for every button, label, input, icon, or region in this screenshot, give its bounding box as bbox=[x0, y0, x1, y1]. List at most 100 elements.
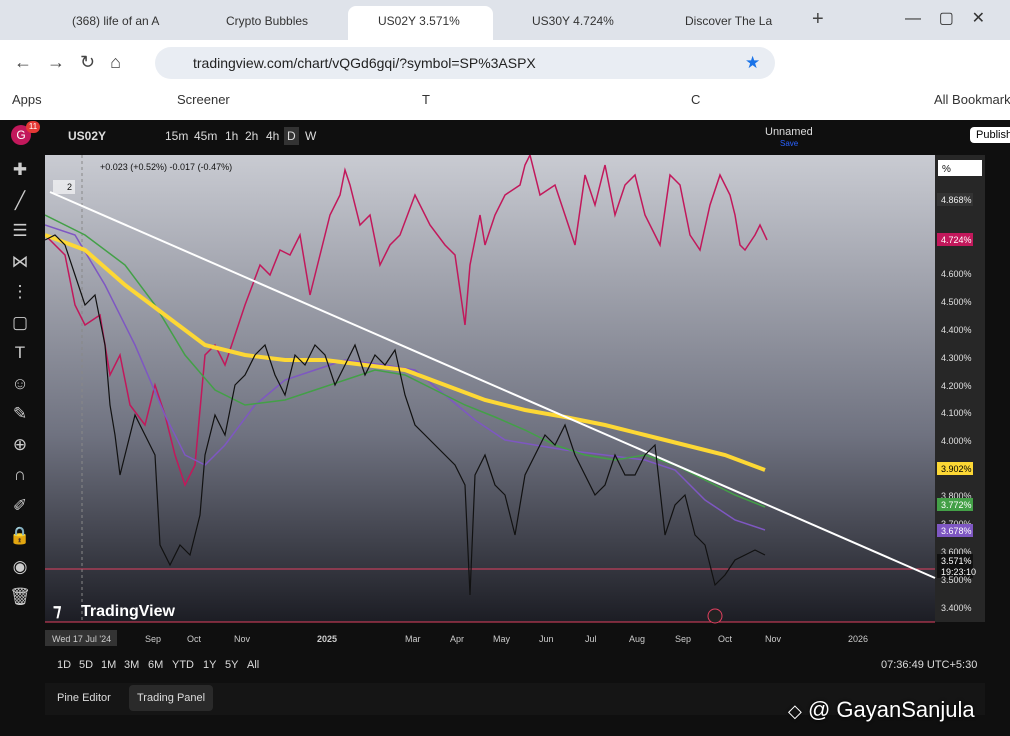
tab[interactable]: US30Y 4.724% bbox=[502, 6, 647, 36]
chart: +0.023 (+0.52%) -0.017 (-0.47%) 2 % 4.86… bbox=[45, 155, 985, 650]
time-label: Sep bbox=[145, 634, 161, 644]
bookmark[interactable]: T bbox=[422, 92, 430, 107]
interval[interactable]: 4h bbox=[266, 129, 280, 143]
ma-yellow bbox=[45, 233, 766, 472]
range-button[interactable]: YTD bbox=[172, 659, 194, 671]
interval[interactable]: 2h bbox=[245, 129, 259, 143]
bookmark-label: Apps bbox=[12, 92, 42, 107]
price-badge bbox=[937, 554, 973, 567]
logo-text: TradingView bbox=[81, 603, 176, 620]
range-button[interactable]: 5Y bbox=[225, 659, 239, 671]
price-label: 4.400% bbox=[941, 325, 972, 335]
price-label: 4.200% bbox=[941, 381, 972, 391]
price-badge bbox=[937, 565, 973, 578]
time-axis bbox=[45, 625, 985, 650]
range-button[interactable]: All bbox=[247, 659, 260, 671]
new-tab[interactable]: + bbox=[812, 8, 824, 30]
interval[interactable]: 15m bbox=[165, 129, 189, 143]
tab[interactable]: Discover The La bbox=[655, 6, 800, 36]
clock: 07:36:49 UTC+5:30 bbox=[881, 659, 978, 671]
price-label: 3.571% bbox=[941, 556, 972, 566]
tab[interactable]: Crypto Bubbles bbox=[196, 6, 346, 36]
nav-buttons[interactable]: ← → ↻ ⌂ bbox=[14, 52, 121, 72]
bookmark-label: C bbox=[691, 92, 701, 107]
publish[interactable]: Publish bbox=[970, 127, 1010, 143]
range-button[interactable]: 3M bbox=[124, 659, 140, 671]
time-label: May bbox=[493, 634, 511, 644]
star[interactable]: ★ bbox=[745, 53, 761, 72]
time-label: Oct bbox=[718, 634, 733, 644]
interval-active[interactable]: D bbox=[284, 127, 299, 145]
panel-tab[interactable]: Pine Editor bbox=[57, 692, 111, 704]
time-label: 2025 bbox=[317, 634, 337, 644]
time-label: Nov bbox=[765, 634, 782, 644]
bookmark[interactable]: Apps bbox=[12, 92, 42, 107]
bookmark[interactable]: Screener bbox=[177, 92, 230, 107]
ma-green bbox=[45, 214, 766, 508]
omnibox[interactable] bbox=[155, 47, 775, 79]
legend: +0.023 (+0.52%) -0.017 (-0.47%) bbox=[100, 162, 232, 172]
interval[interactable]: 1h bbox=[225, 129, 239, 143]
bookmark-label: Screener bbox=[177, 92, 230, 107]
price-badge bbox=[937, 233, 973, 246]
tab-strip bbox=[0, 0, 1010, 40]
price-candles bbox=[45, 234, 766, 596]
price-label: 4.000% bbox=[941, 436, 972, 446]
trendline bbox=[49, 191, 936, 579]
panel-tab-active[interactable]: Trading Panel bbox=[129, 685, 214, 711]
window-controls[interactable]: — ▢ ✕ bbox=[905, 10, 986, 27]
date-badge bbox=[45, 630, 117, 646]
time-label: Wed 17 Jul '24 bbox=[52, 634, 111, 644]
bookmark[interactable]: C bbox=[691, 92, 700, 107]
price-label: 3.400% bbox=[941, 603, 972, 613]
price-label: 3.772% bbox=[941, 500, 972, 510]
time-label: Mar bbox=[405, 634, 421, 644]
price-label: 3.600% bbox=[941, 547, 972, 557]
tab-title: US02Y 3.571% bbox=[378, 14, 460, 28]
range-button[interactable]: 1Y bbox=[203, 659, 217, 671]
price-label: 3.678% bbox=[941, 526, 972, 536]
range-button[interactable]: 5D bbox=[79, 659, 94, 671]
price-badge bbox=[937, 193, 973, 206]
scale-unit-box[interactable] bbox=[938, 160, 982, 176]
price-label: 19:23:10 bbox=[941, 567, 976, 577]
tab[interactable]: (368) life of an A bbox=[42, 6, 192, 36]
flash-icon[interactable] bbox=[707, 608, 723, 624]
logo: ⁊ bbox=[53, 601, 61, 620]
badge: 11 bbox=[26, 121, 40, 133]
tab-title: US30Y 4.724% bbox=[532, 14, 614, 28]
time-label: Nov bbox=[234, 634, 251, 644]
symbol[interactable]: US02Y bbox=[68, 129, 107, 143]
price-label: 4.600% bbox=[941, 269, 972, 279]
time-label: Aug bbox=[629, 634, 645, 644]
time-label: Jul bbox=[585, 634, 597, 644]
interval[interactable]: 45m bbox=[194, 129, 218, 143]
watermark-text: @ GayanSanjula bbox=[807, 697, 975, 722]
price-scale bbox=[935, 155, 985, 622]
range-button[interactable]: 1D bbox=[57, 659, 72, 671]
legend-toggle[interactable] bbox=[53, 180, 75, 194]
price-badge bbox=[937, 462, 973, 475]
time-label: Apr bbox=[450, 634, 464, 644]
price-label: 3.902% bbox=[941, 464, 972, 474]
price-label: 3.500% bbox=[941, 575, 972, 585]
save[interactable]: Save bbox=[780, 139, 799, 148]
drawing-tools[interactable]: ✚ ╱ ☰ ⋈ ⋮ ▢ T ☺ ✎ ⊕ ∩ ✐ 🔒 ◉ 🗑 bbox=[9, 160, 31, 606]
interval[interactable]: W bbox=[305, 129, 317, 143]
range-button[interactable]: 6M bbox=[148, 659, 164, 671]
time-label: Sep bbox=[675, 634, 691, 644]
watermark: ◇ @ GayanSanjula bbox=[788, 697, 975, 722]
price-label: 3.800% bbox=[941, 491, 972, 501]
price-label: 4.868% bbox=[941, 195, 972, 205]
tab-active[interactable]: US02Y 3.571% bbox=[348, 6, 493, 40]
all-bookmarks[interactable]: All Bookmarks bbox=[934, 92, 1010, 107]
us30y-line bbox=[45, 155, 768, 487]
range-button[interactable]: 1M bbox=[101, 659, 117, 671]
time-label: 2026 bbox=[848, 634, 868, 644]
price-label: 4.100% bbox=[941, 408, 972, 418]
range-bar bbox=[45, 652, 985, 678]
price-label: 4.724% bbox=[941, 235, 972, 245]
tab-title: Crypto Bubbles bbox=[226, 14, 309, 28]
layout-name[interactable]: Unnamed bbox=[765, 126, 813, 138]
